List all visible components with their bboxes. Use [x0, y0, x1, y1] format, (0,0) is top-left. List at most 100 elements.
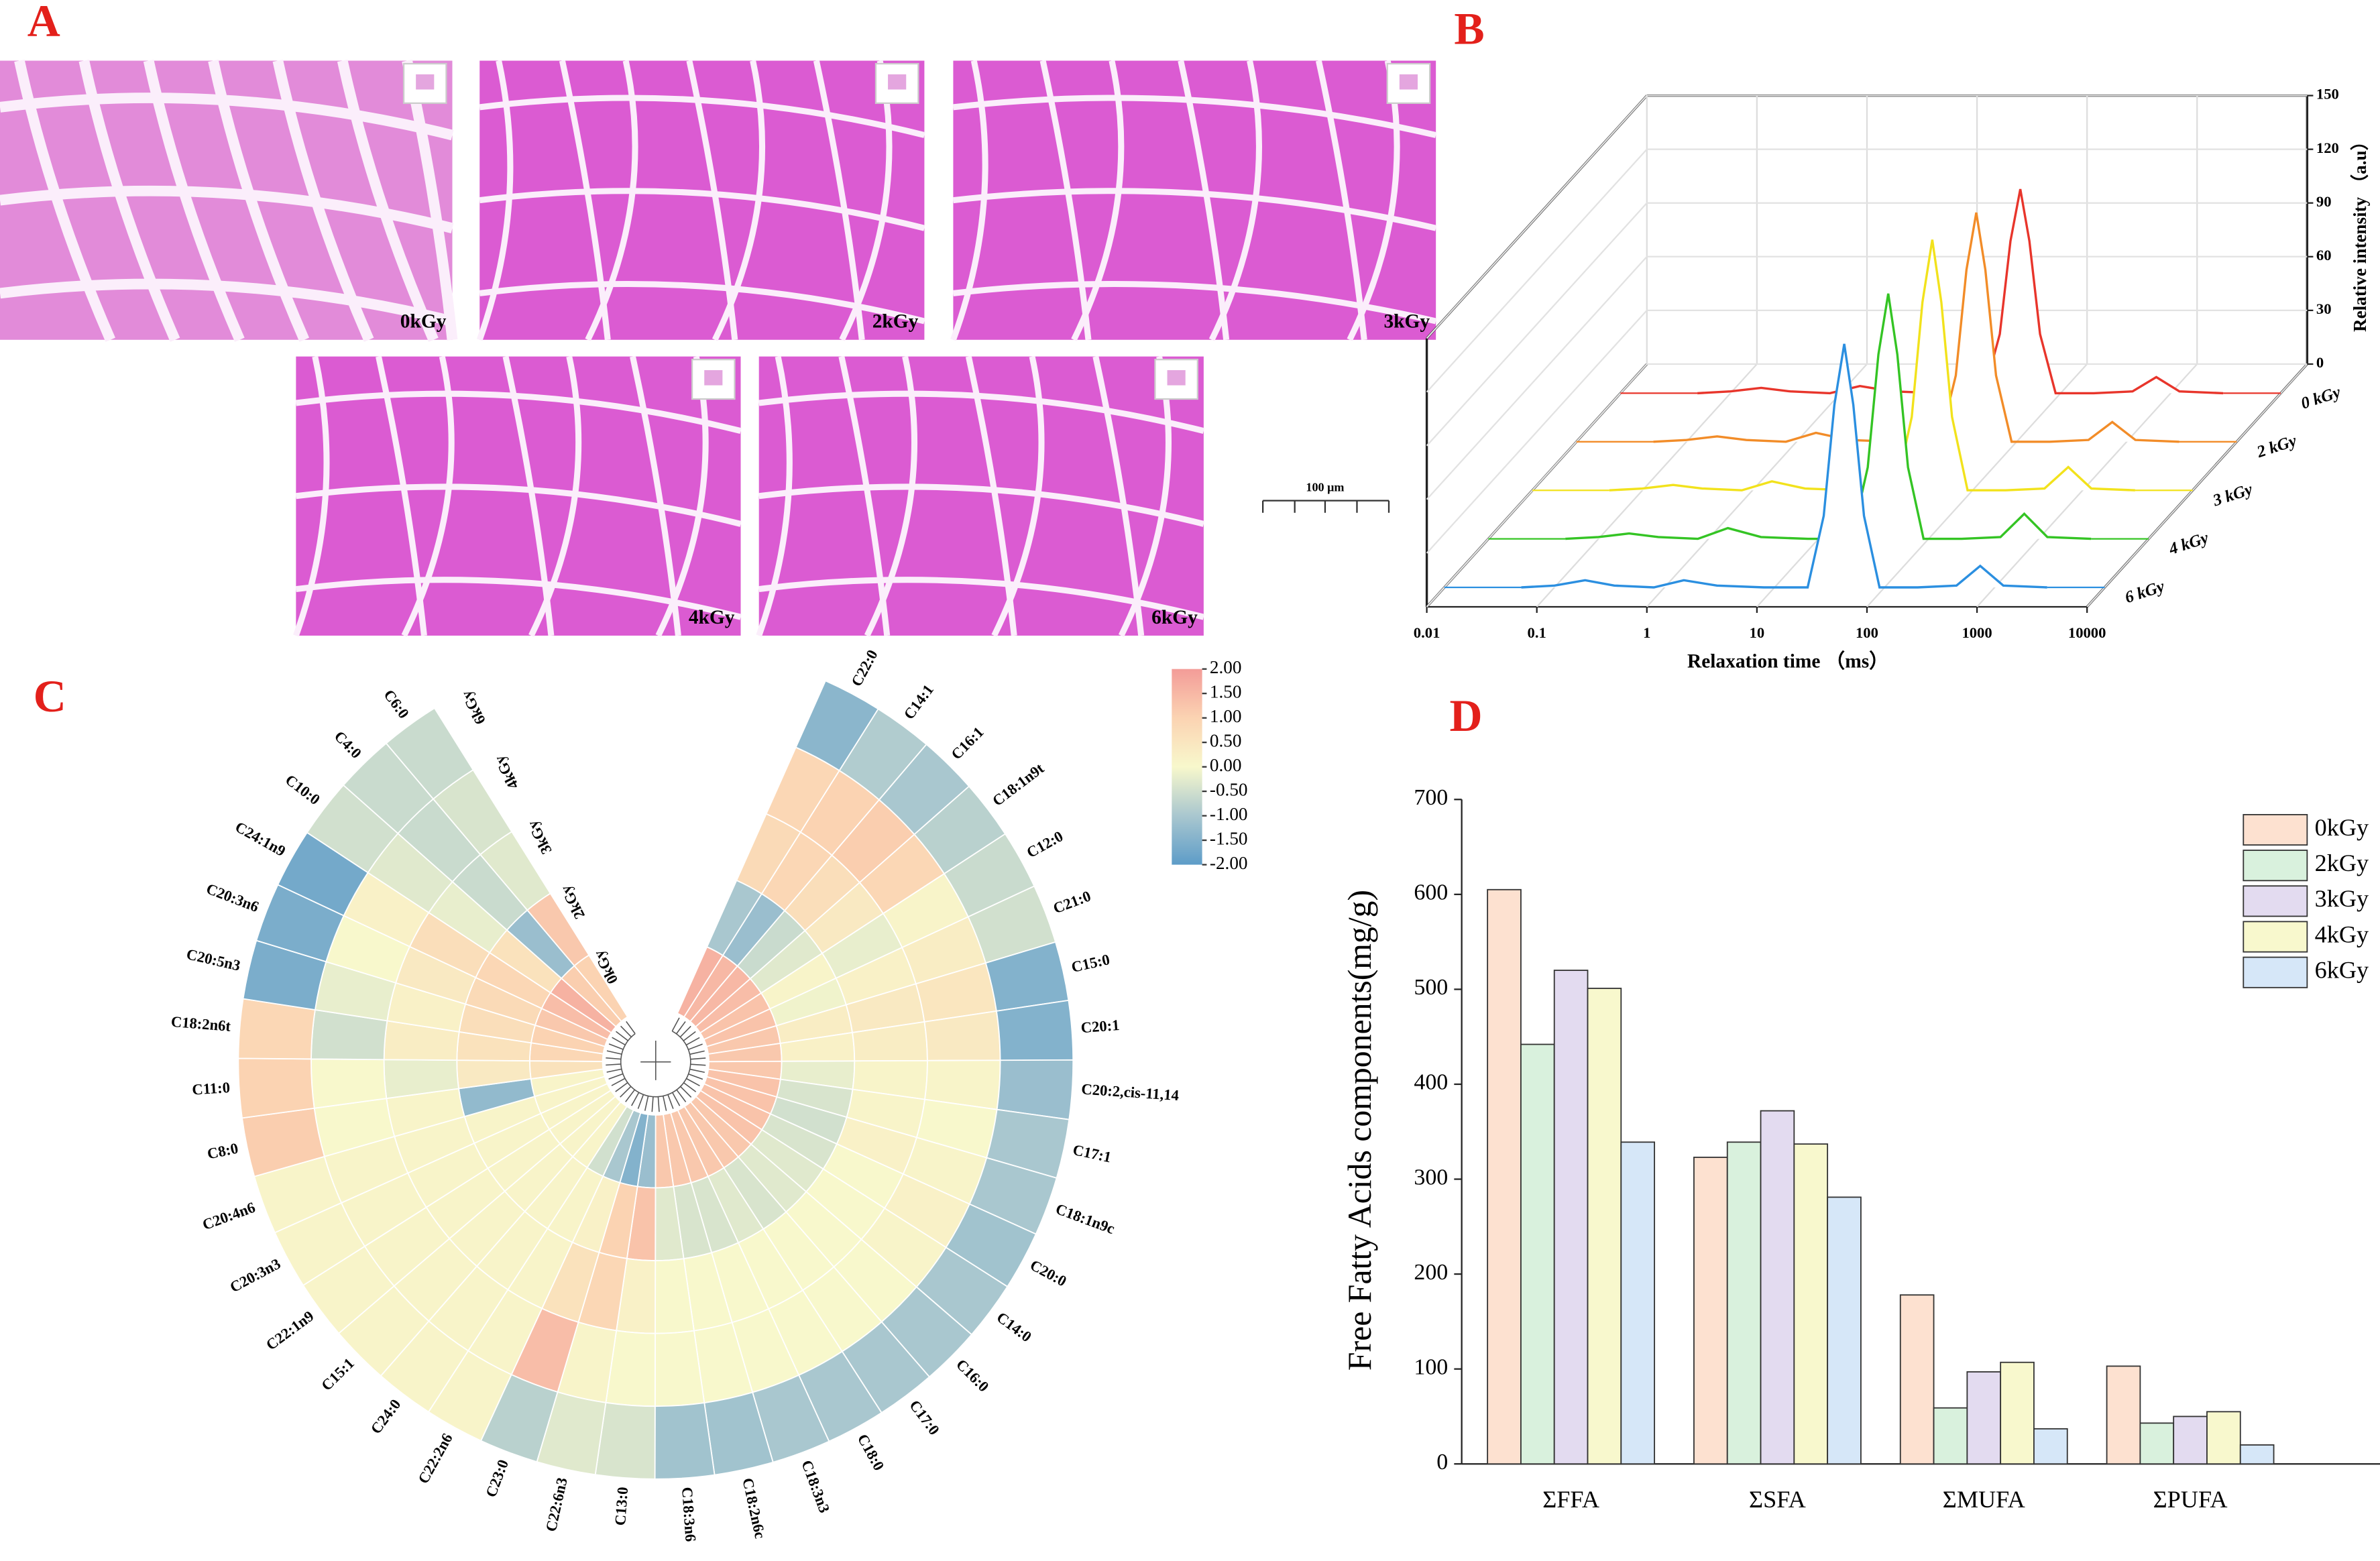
category-label: C22:6n3	[543, 1476, 571, 1533]
dendrogram-leaf	[689, 1068, 705, 1074]
scale-bar	[1262, 500, 1390, 513]
category-label: C24:1n9	[233, 818, 288, 860]
x-tick-label: 0.01	[1414, 624, 1440, 641]
tissue-gaps	[0, 59, 458, 342]
category-label: C17:0	[906, 1397, 943, 1438]
category-label: C23:0	[482, 1457, 512, 1499]
legend-label: 2kGy	[2315, 850, 2369, 876]
dendrogram-leaf	[657, 1096, 660, 1112]
heat-cell	[237, 1057, 315, 1119]
bar	[2206, 1411, 2241, 1465]
legend-swatch	[2243, 850, 2308, 882]
inset-mark	[888, 74, 907, 90]
bar	[1726, 1141, 1762, 1465]
x-tick-label: 0.1	[1528, 624, 1546, 641]
gap	[14, 59, 115, 342]
dendrogram-leaf	[667, 1094, 674, 1109]
category-label: C16:0	[953, 1356, 993, 1395]
z-tick-label: 120	[2316, 139, 2339, 156]
category-label: C18:1n9t	[989, 760, 1047, 809]
category-label: C18:0	[854, 1431, 888, 1473]
dendrogram-leaf	[688, 1073, 703, 1080]
gap	[758, 483, 1204, 527]
dendrogram-leaf	[631, 1092, 640, 1106]
z-tick-label: 150	[2316, 86, 2339, 103]
series-label: 0 kGy	[2299, 383, 2343, 413]
category-label: C22:0	[848, 647, 881, 689]
curve-fill	[1532, 239, 2193, 491]
dendrogram-leaf	[620, 1025, 632, 1038]
dendrogram-leaf	[606, 1050, 622, 1055]
gap	[295, 577, 742, 620]
z-tick-label: 90	[2316, 193, 2332, 210]
inset-mark	[704, 370, 723, 386]
micrograph	[953, 60, 1436, 340]
tissue-gaps	[756, 355, 1204, 637]
category-label: C18:1n9c	[1054, 1200, 1117, 1237]
dendrogram-leaf	[612, 1037, 626, 1045]
dendrogram-leaf	[608, 1043, 624, 1050]
gap	[479, 188, 925, 231]
legend-swatch	[2243, 885, 2308, 917]
bar	[2139, 1422, 2175, 1465]
gap	[295, 390, 742, 435]
heat-cell	[385, 707, 474, 800]
category-label: C14:1	[901, 681, 937, 722]
image-label: 0kGy	[400, 311, 447, 333]
category-label: C20:4n6	[201, 1199, 258, 1233]
image-label: 3kGy	[1383, 311, 1430, 333]
grid-line	[1426, 255, 2308, 500]
grid-line	[1426, 95, 2308, 339]
dendrogram-leaf	[606, 1068, 622, 1073]
dendrogram-leaf	[606, 1057, 621, 1060]
bar	[1553, 970, 1589, 1465]
grid-line	[1426, 309, 2308, 554]
series-label: 2 kGy	[2254, 432, 2299, 462]
legend-swatch	[2243, 956, 2308, 988]
bar	[2106, 1365, 2141, 1465]
dendrogram-leaf	[685, 1037, 700, 1046]
inset	[874, 62, 919, 104]
y-tick-label: 300	[1414, 1165, 1448, 1190]
z-tick-label: 60	[2316, 247, 2332, 264]
y-tick-label: 600	[1414, 880, 1448, 905]
dendrogram-leaf	[626, 1021, 636, 1035]
gap	[758, 390, 1204, 435]
bar	[1899, 1294, 1935, 1465]
category-label: C12:0	[1024, 827, 1066, 861]
plot-3d: 0.01 0.1 1 10 100 1000 10000 0 30 60 90 120 150 Relax…	[1414, 86, 2370, 673]
inset-mark	[1167, 370, 1186, 386]
dendrogram-leaf	[683, 1031, 696, 1041]
colorbar-label: 0.50	[1210, 730, 1242, 750]
category-label: C22:1n9	[263, 1308, 317, 1354]
grid-line	[1426, 363, 2308, 608]
dendrogram-leaf	[689, 1050, 705, 1055]
curve-fill	[1620, 189, 2281, 394]
z-tick-label: 0	[2316, 354, 2324, 371]
curve	[1521, 343, 2047, 589]
x-tick-label: 10000	[2068, 624, 2106, 641]
z-axis-title: Relative intensity （a.u）	[2350, 132, 2370, 332]
category-label: C20:1	[1080, 1017, 1121, 1036]
x-tick-label: ΣSFA	[1749, 1486, 1806, 1513]
bar	[1693, 1157, 1728, 1465]
gap	[337, 59, 439, 342]
y-tick-label: 200	[1414, 1260, 1448, 1285]
category-label: C20:5n3	[185, 945, 242, 974]
gap	[476, 60, 514, 341]
ring-label: 6kGy	[457, 687, 489, 727]
heat-cell	[995, 999, 1074, 1061]
category-label: C4:0	[331, 728, 365, 762]
category-label: C6:0	[380, 687, 412, 721]
category-label: C18:3n3	[798, 1458, 833, 1515]
bar	[1620, 1141, 1656, 1465]
colorbar-label: 1.00	[1210, 706, 1242, 726]
z-tick-label: 30	[2316, 300, 2332, 317]
bar	[1760, 1110, 1795, 1465]
dendrogram-leaf	[663, 1096, 667, 1111]
category-label: C8:0	[206, 1140, 240, 1163]
ring-label: 3kGy	[524, 817, 555, 857]
bar	[1793, 1143, 1829, 1465]
curve	[1653, 212, 2179, 443]
gap	[952, 95, 1437, 138]
